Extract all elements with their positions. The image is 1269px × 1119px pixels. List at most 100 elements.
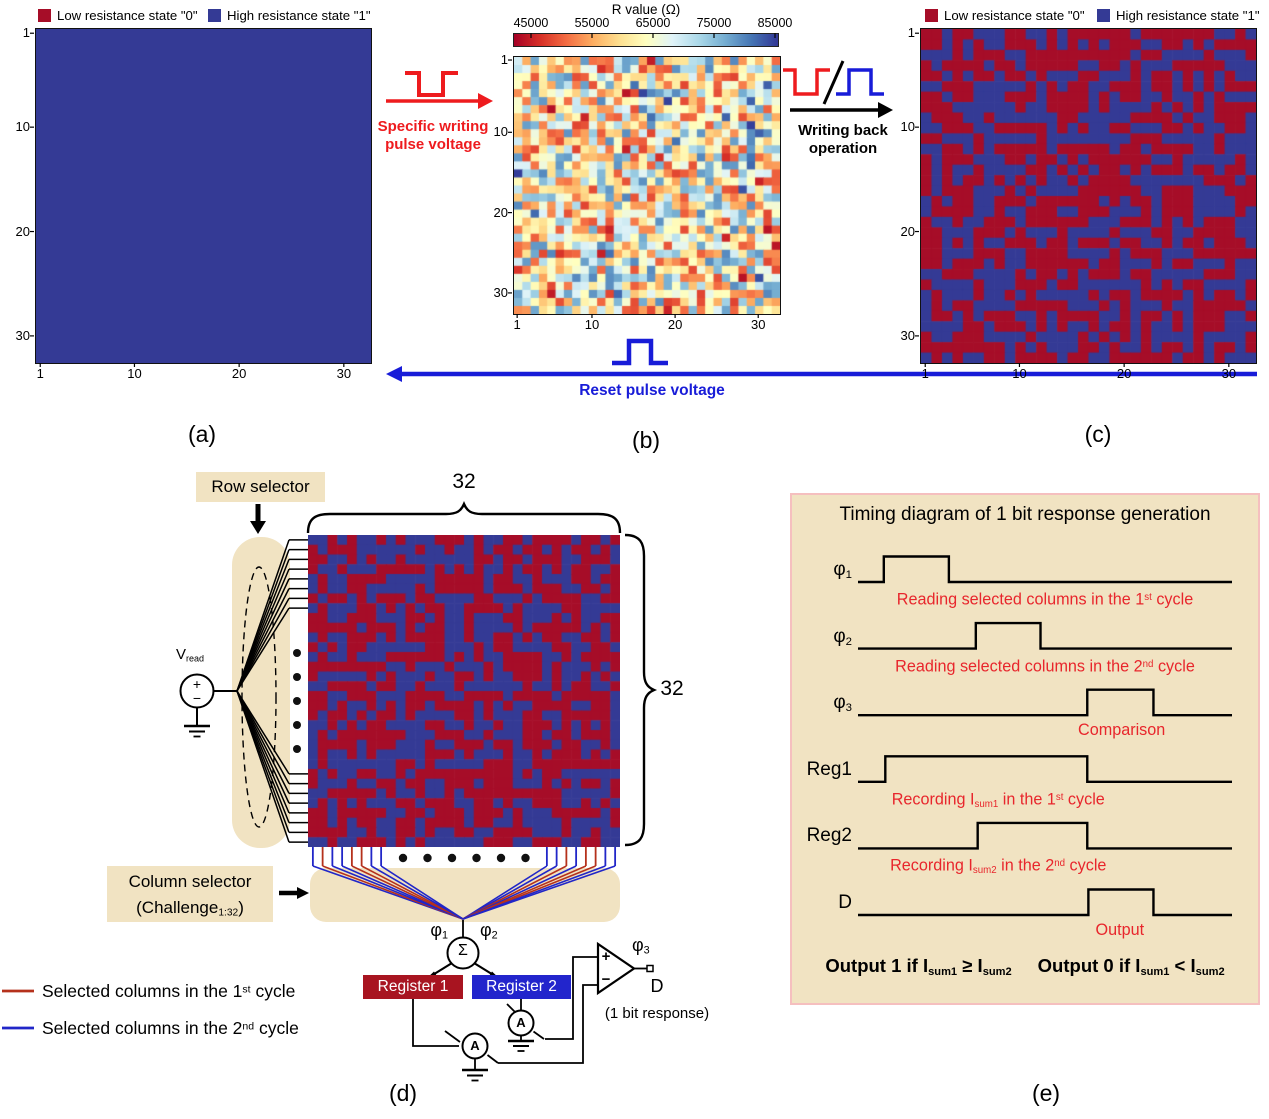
- ellipsis-dot: [423, 853, 432, 863]
- caption-e: (e): [1031, 1080, 1061, 1106]
- writeback-label-line2: operation: [808, 139, 878, 157]
- legend-cycle2-label: Selected columns in the 2nd cycle: [42, 1018, 299, 1038]
- panel-b-x-tick: 1: [513, 317, 521, 332]
- reset-pulse-label: Reset pulse voltage: [579, 382, 725, 399]
- phi2-label: φ2: [480, 920, 498, 942]
- panel-b-y-tick: 30: [493, 284, 508, 300]
- panel-b-x-tick: 20: [667, 317, 683, 332]
- panel-c-y-tick: 30: [900, 327, 915, 343]
- panel-a-heatmap: [35, 28, 372, 364]
- comparator-output-pin: [646, 964, 654, 973]
- ellipsis-dot: [293, 721, 301, 729]
- sigma-label: Σ: [458, 942, 468, 959]
- colorbar-gradient: [513, 33, 779, 47]
- ellipsis-dot: [521, 853, 530, 863]
- row-selector-body: [232, 537, 290, 848]
- legend-low-swatch: [925, 9, 938, 22]
- ellipsis-dot: [293, 697, 301, 705]
- timing-footer: Output 1 if Isum1 ≥ Isum2 Output 0 if Is…: [790, 955, 1260, 978]
- legend-high-label: High resistance state "1": [1116, 8, 1260, 23]
- caption-a: (a): [187, 421, 217, 447]
- caption-d: (d): [388, 1080, 418, 1106]
- panel-a-y-tick: 30: [15, 327, 30, 343]
- panel-b-x-tick: 30: [750, 317, 766, 332]
- legend-cycle1-label: Selected columns in the 1st cycle: [42, 981, 296, 1001]
- timing-panel: Timing diagram of 1 bit response generat…: [790, 493, 1260, 1005]
- column-selector-label: Column selector (Challenge1:32): [107, 866, 273, 922]
- register1-box: Register 1: [363, 975, 463, 999]
- colorbar-tick-label: 65000: [635, 16, 671, 30]
- ammeter2-out-switch: [532, 1030, 545, 1040]
- row-selector-label: Row selector: [196, 472, 325, 502]
- panel-b-y-tick: 1: [500, 52, 508, 68]
- panel-c-y-tick: 10: [900, 119, 915, 135]
- phi3-label: φ3: [632, 935, 650, 957]
- response-d-label: D: [650, 976, 664, 996]
- timing-note-1: Reading selected columns in the 2nd cycl…: [895, 656, 1195, 675]
- panel-a-y-tick: 20: [15, 223, 30, 239]
- legend-high-swatch: [1097, 9, 1110, 22]
- cols-brace-label: 32: [452, 470, 476, 493]
- response-sub-label: (1 bit response): [604, 1005, 710, 1022]
- register2-box: Register 2: [472, 975, 571, 999]
- write-pulse-label: Specific writing pulse voltage: [368, 118, 498, 153]
- timing-signal-label-1: φ2: [833, 625, 852, 648]
- panel-b-y-tick: 20: [493, 204, 508, 220]
- ammeter1-switch: [444, 1030, 461, 1043]
- write-arrow-head: [478, 93, 493, 109]
- panel-a-x-tick: 1: [36, 366, 44, 381]
- write-pulse-label-line1: Specific writing: [377, 118, 489, 135]
- legend-low-swatch: [38, 9, 51, 22]
- legend-low-label: Low resistance state "0": [944, 8, 1085, 23]
- reset-arrow-head: [386, 366, 402, 382]
- writeback-reset-pulse-icon: [783, 68, 830, 96]
- panel-a-y-tick: 1: [22, 25, 30, 41]
- timing-note-4: Recording Isum2 in the 2nd cycle: [890, 856, 1107, 877]
- ellipsis-dot: [293, 745, 301, 753]
- panel-c-y-tick: 20: [900, 223, 915, 239]
- ellipsis-dot: [293, 673, 301, 681]
- panel-c-heatmap: [920, 28, 1257, 364]
- ellipsis-dot: [293, 649, 301, 657]
- panel-c-x-tick: 10: [1012, 366, 1027, 381]
- vread-label: Vread: [176, 646, 205, 664]
- rows-brace-label: 32: [660, 677, 684, 700]
- comparator-minus: −: [601, 971, 611, 988]
- ammeter1-out-switch: [486, 1054, 499, 1064]
- timing-footer-rule1: Output 1 if Isum1 ≥ Isum2: [825, 955, 1012, 978]
- write-pulse-icon: [405, 71, 458, 97]
- timing-signal-label-3: Reg1: [806, 758, 852, 780]
- column-selector-arrow-head: [297, 887, 309, 899]
- comparator-plus: +: [601, 948, 611, 965]
- vread-plus: +: [192, 676, 202, 692]
- ellipsis-dot: [398, 853, 408, 863]
- colorbar-title: R value (Ω): [611, 2, 681, 17]
- phi1-label: φ1: [430, 920, 448, 942]
- panel-c-x-tick: 20: [1116, 366, 1132, 381]
- write-pulse-label-line2: pulse voltage: [385, 135, 481, 153]
- timing-note-2: Comparison: [1078, 721, 1166, 740]
- legend-low-label: Low resistance state "0": [57, 8, 198, 23]
- ammeter2-switch: [506, 1003, 517, 1014]
- caption-c: (c): [1084, 421, 1112, 447]
- timing-signal-label-2: φ3: [833, 692, 852, 715]
- panel-b-heatmap: [513, 56, 781, 315]
- ammeter1-label: A: [470, 1038, 480, 1053]
- ellipsis-dot: [447, 853, 457, 863]
- panel-c-y-tick: 1: [907, 25, 915, 41]
- timing-note-3: Recording Isum1 in the 1st cycle: [891, 790, 1105, 810]
- timing-note-0: Reading selected columns in the 1st cycl…: [896, 590, 1194, 609]
- panel-b-y-tick: 10: [493, 124, 508, 140]
- panel-c-x-tick: 1: [921, 366, 929, 381]
- panel-b-x-tick: 10: [584, 317, 600, 332]
- ellipsis-dot: [496, 853, 506, 863]
- colorbar-tick-label: 85000: [757, 16, 793, 30]
- legend-high-swatch: [208, 9, 221, 22]
- panel-a-x-tick: 10: [127, 366, 142, 381]
- column-selector-body: [310, 868, 620, 922]
- ellipsis-dot: [472, 853, 481, 863]
- writeback-label: Writing back operation: [782, 122, 904, 157]
- legend-high-label: High resistance state "1": [227, 8, 371, 23]
- writeback-slash-icon: [822, 60, 845, 105]
- timing-signal-label-0: φ1: [833, 559, 852, 581]
